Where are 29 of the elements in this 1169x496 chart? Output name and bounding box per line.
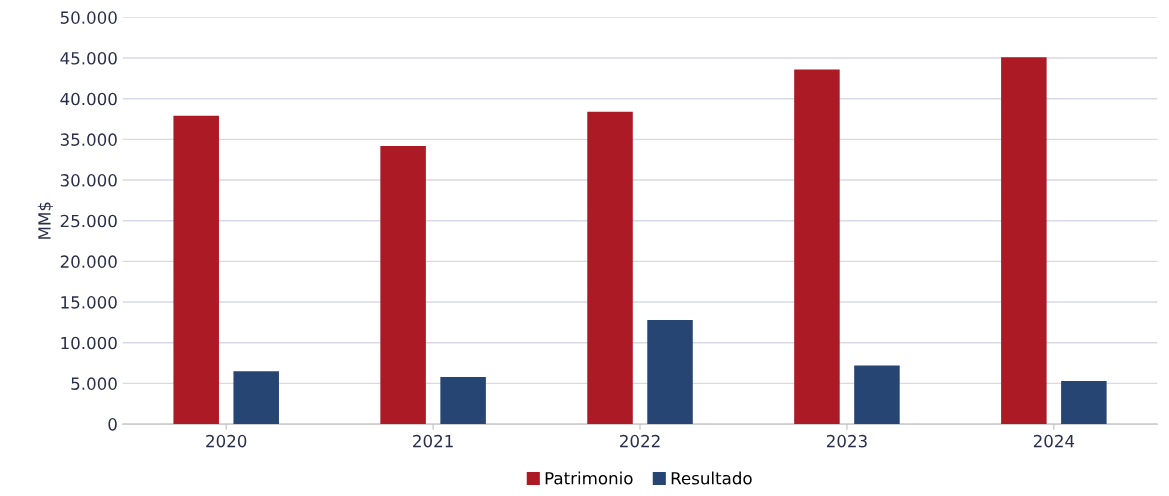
y-tick-label: 30.000 — [60, 174, 117, 187]
x-tick-label: 2023 — [826, 434, 867, 448]
y-tick-label: 15.000 — [61, 296, 117, 309]
bar — [854, 365, 900, 425]
y-tick-label: 5.000 — [71, 377, 117, 390]
bar — [587, 111, 633, 425]
y-tick-label: 35.000 — [60, 133, 117, 146]
x-tick-label: 2020 — [206, 434, 247, 448]
bar — [173, 115, 219, 425]
y-tick-label: 20.000 — [60, 255, 117, 268]
x-tick-label: 2021 — [413, 434, 453, 448]
bar — [1001, 57, 1047, 425]
y-tick-label: 10.000 — [61, 336, 117, 350]
bar — [380, 145, 426, 425]
bar — [440, 376, 486, 425]
legend-label: Patrimonio — [545, 471, 633, 485]
bar — [647, 319, 693, 425]
y-tick-label: 40.000 — [60, 92, 117, 106]
y-tick-label: 50.000 — [60, 11, 117, 24]
y-tick-label: 25.000 — [60, 214, 117, 228]
x-tick-label: 2024 — [1033, 434, 1075, 448]
y-tick-label: 45.000 — [60, 51, 117, 65]
y-tick-label: 0 — [108, 418, 117, 431]
y-axis-title: MM$ — [37, 202, 53, 239]
x-tick-label: 2022 — [620, 434, 660, 448]
legend-label: Resultado — [671, 471, 752, 485]
bar — [794, 69, 840, 425]
bar — [1061, 380, 1107, 425]
bar — [233, 371, 279, 425]
